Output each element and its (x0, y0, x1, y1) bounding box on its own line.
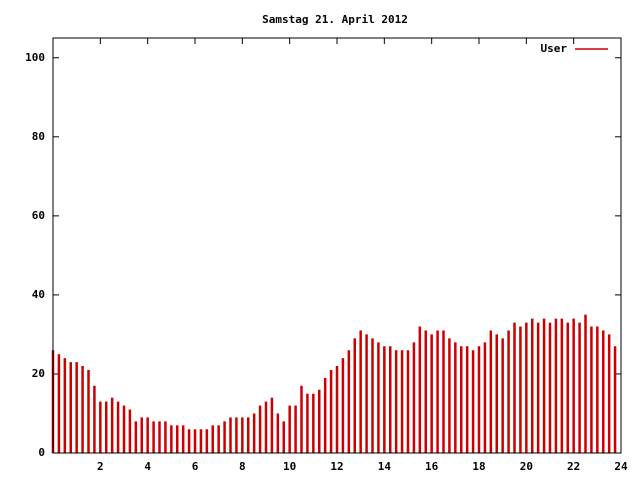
x-tick-label: 24 (614, 460, 628, 473)
x-tick-label: 8 (239, 460, 246, 473)
y-tick-label: 0 (38, 446, 45, 459)
x-tick-label: 16 (425, 460, 439, 473)
x-tick-label: 18 (472, 460, 485, 473)
x-tick-label: 14 (378, 460, 392, 473)
x-tick-label: 4 (144, 460, 151, 473)
x-tick-label: 6 (192, 460, 199, 473)
y-tick-label: 20 (32, 367, 45, 380)
y-tick-label: 80 (32, 130, 45, 143)
legend-label: User (541, 42, 568, 55)
x-tick-label: 22 (567, 460, 580, 473)
plot-border (52, 37, 622, 454)
chart-title: Samstag 21. April 2012 (262, 13, 408, 26)
x-tick-label: 12 (330, 460, 343, 473)
x-tick-label: 2 (97, 460, 104, 473)
x-tick-label: 10 (283, 460, 296, 473)
y-tick-label: 60 (32, 209, 45, 222)
x-tick-label: 20 (520, 460, 533, 473)
y-tick-label: 100 (25, 51, 45, 64)
y-tick-label: 40 (32, 288, 45, 301)
